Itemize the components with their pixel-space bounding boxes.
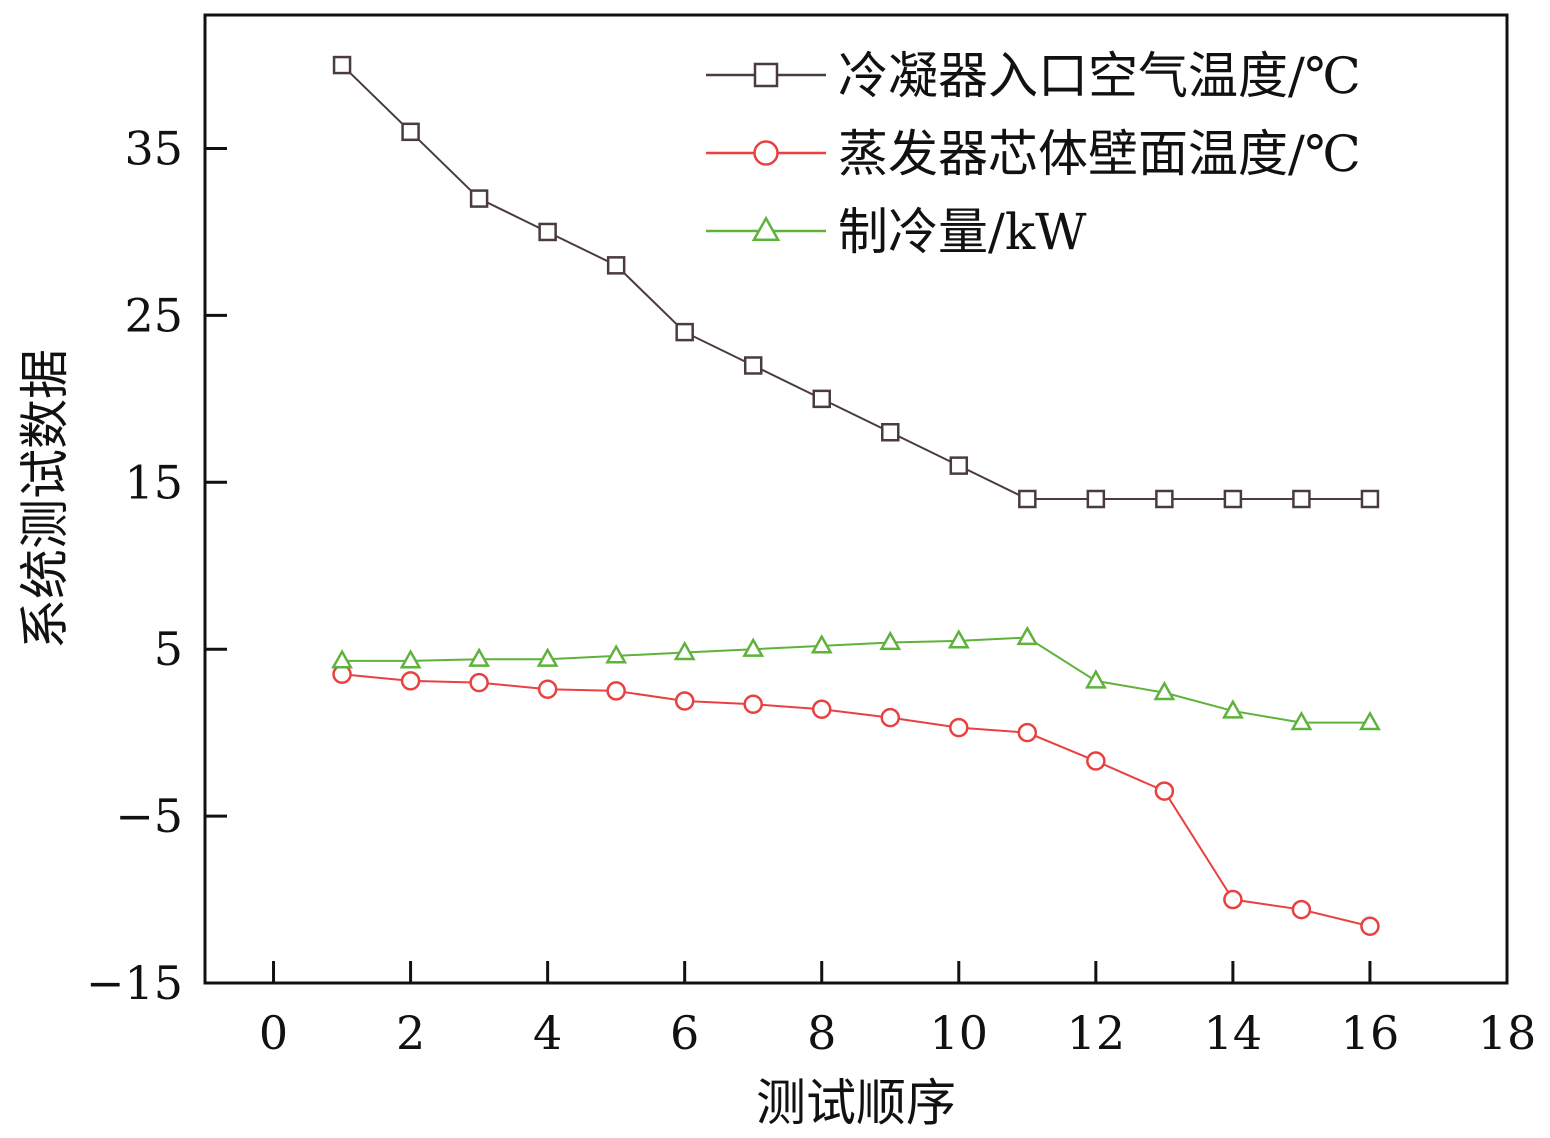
data-point [1016, 625, 1039, 646]
series-line [341, 673, 1371, 928]
data-point [1155, 489, 1174, 509]
data-point [1223, 489, 1243, 509]
y-tick-label: −15 [86, 956, 183, 1010]
x-tick-label: 16 [1341, 1006, 1400, 1060]
data-point [674, 691, 695, 711]
legend-label: 制冷量/kW [838, 203, 1087, 261]
data-point [1221, 699, 1244, 719]
data-point [538, 222, 557, 242]
series-layer [331, 55, 1381, 937]
data-point [469, 189, 489, 208]
data-point [400, 671, 421, 691]
data-point [812, 389, 831, 409]
data-point [879, 630, 902, 651]
series-square [332, 55, 1380, 509]
x-tick-label: 0 [259, 1006, 288, 1060]
data-point [673, 640, 696, 661]
data-point [753, 140, 779, 166]
data-point [742, 637, 765, 657]
data-point [949, 456, 969, 475]
series-line [341, 64, 1370, 500]
x-tick-label: 8 [807, 1006, 836, 1060]
axis-ticks: 0 2 4 6 8 10 12 14 16 18 −15 −5 5 15 25 35 [86, 122, 1536, 1060]
data-point [1223, 889, 1243, 910]
data-point [1086, 751, 1106, 771]
y-tick-label: −5 [115, 789, 183, 843]
data-point [743, 356, 763, 375]
data-point [606, 681, 626, 701]
legend-label: 蒸发器芯体壁面温度/℃ [838, 125, 1361, 183]
legend-label: 冷凝器入口空气温度/℃ [838, 47, 1361, 105]
y-tick-label: 5 [154, 622, 183, 676]
data-point [751, 215, 781, 242]
data-point [1018, 489, 1037, 509]
legend-entry: 蒸发器芯体壁面温度/℃ [706, 125, 1361, 183]
series-line [342, 636, 1370, 724]
data-point [743, 694, 763, 715]
series-triangle [331, 625, 1381, 731]
data-point [1290, 710, 1313, 731]
data-point [331, 649, 353, 669]
series-circle [332, 664, 1380, 937]
data-point [606, 256, 626, 275]
data-point [1360, 916, 1380, 937]
x-tick-label: 12 [1067, 1006, 1126, 1060]
x-tick-label: 4 [533, 1006, 562, 1060]
data-point [675, 322, 694, 342]
x-tick-label: 10 [930, 1006, 989, 1060]
x-axis-title: 测试顺序 [756, 1074, 956, 1132]
legend-entry: 制冷量/kW [706, 203, 1087, 261]
x-tick-label: 2 [396, 1006, 425, 1060]
x-tick-label: 18 [1478, 1006, 1537, 1060]
data-point [1360, 489, 1380, 509]
data-point [1359, 710, 1381, 731]
data-point [880, 707, 901, 728]
data-point [468, 647, 491, 667]
data-point [401, 122, 420, 142]
data-point [1154, 781, 1175, 801]
data-point [469, 672, 489, 693]
data-point [947, 629, 970, 649]
x-tick-label: 14 [1204, 1006, 1263, 1060]
data-point [1153, 680, 1176, 701]
y-tick-label: 25 [124, 288, 183, 342]
data-point [1086, 489, 1106, 509]
data-point [537, 679, 558, 700]
y-axis-title: 系统测试数据 [16, 349, 74, 649]
y-tick-label: 15 [124, 455, 183, 509]
legend: 冷凝器入口空气温度/℃ 蒸发器芯体壁面温度/℃ 制冷量/kW [706, 47, 1361, 261]
legend-entry: 冷凝器入口空气温度/℃ [706, 47, 1361, 105]
data-point [399, 649, 422, 669]
data-point [1084, 669, 1107, 689]
x-tick-label: 6 [670, 1006, 699, 1060]
data-point [949, 717, 969, 738]
plot-area [203, 13, 1509, 985]
data-point [811, 699, 832, 720]
data-point [881, 422, 900, 442]
data-point [810, 634, 833, 654]
data-point [1017, 722, 1038, 743]
y-tick-label: 35 [124, 122, 183, 176]
data-point [753, 62, 779, 88]
data-point [332, 55, 352, 75]
data-point [605, 644, 628, 664]
data-point [536, 647, 559, 667]
data-point [1291, 899, 1312, 920]
data-point [1292, 489, 1311, 509]
